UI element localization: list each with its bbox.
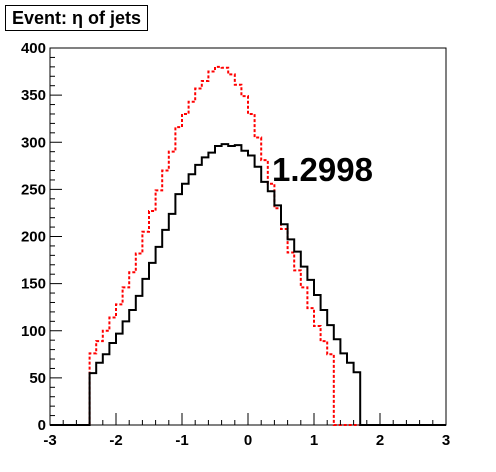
x-tick-label: 2: [376, 432, 384, 449]
x-tick-label: 0: [244, 432, 252, 449]
x-tick-label: -2: [109, 432, 122, 449]
series-black-line: [50, 143, 446, 426]
series-black-solid: [50, 143, 446, 426]
x-tick-label: 1: [310, 432, 318, 449]
y-tick-label: 0: [38, 417, 46, 434]
y-tick-label: 250: [21, 181, 46, 198]
x-axis: -3 -2 -1 0 1 2 3: [43, 413, 450, 449]
x-tick-label: -1: [175, 432, 188, 449]
y-tick-label: 200: [21, 229, 46, 246]
chart-title: Event: η of jets: [5, 5, 149, 31]
y-tick-label: 300: [21, 134, 46, 151]
y-tick-label: 400: [21, 40, 46, 57]
plot-frame: [49, 47, 447, 426]
y-axis: 0 50 100 150 200 250 300 350 400: [21, 40, 62, 434]
y-tick-label: 100: [21, 323, 46, 340]
y-tick-label: 350: [21, 87, 46, 104]
y-tick-label: 50: [29, 370, 46, 387]
chart-annotation: 1.2998: [272, 151, 373, 188]
x-tick-label: 3: [442, 432, 450, 449]
x-tick-label: -3: [43, 432, 56, 449]
y-tick-label: 150: [21, 276, 46, 293]
